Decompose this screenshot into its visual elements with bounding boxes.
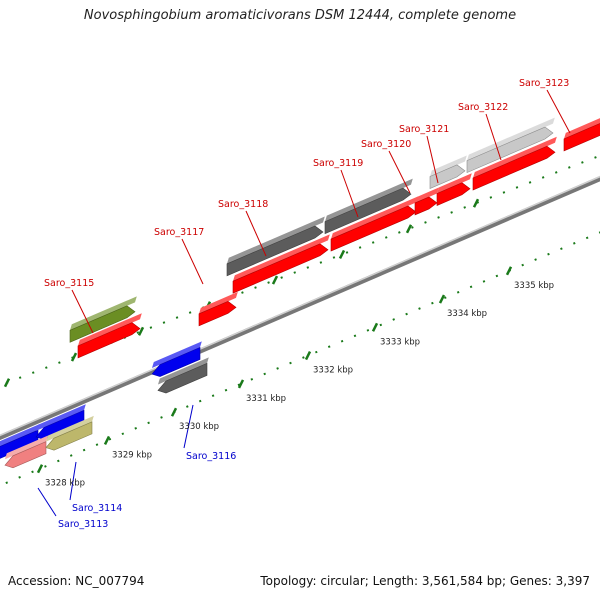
tick-label: 3331 kbp	[246, 394, 286, 404]
tick-label: 3328 kbp	[45, 479, 85, 489]
gene-feature-saro_3123[interactable]	[563, 113, 600, 152]
gene-feature-saro_3115[interactable]	[77, 313, 142, 359]
tick-mark-lower	[505, 266, 513, 276]
tick-label: 3334 kbp	[447, 309, 487, 319]
tick-label: 3333 kbp	[380, 337, 420, 347]
tick-mark-lower	[103, 435, 111, 445]
gene-feature-saro_3114[interactable]	[45, 415, 94, 451]
gene-label-saro_3122[interactable]: Saro_3122	[458, 102, 508, 113]
tick-label: 3335 kbp	[514, 281, 554, 291]
gene-leader-line	[340, 169, 359, 218]
gene-feature-saro_3116[interactable]	[151, 341, 202, 377]
gene-feature-saro_3122[interactable]	[472, 136, 557, 191]
tick-mark-lower	[371, 322, 379, 332]
tick-label: 3329 kbp	[112, 450, 152, 460]
tick-label: 3332 kbp	[313, 366, 353, 376]
gene-leader-line	[69, 461, 77, 501]
gene-leader-line	[183, 404, 194, 449]
gene-leader-line	[426, 135, 439, 184]
gene-feature-saro_3119[interactable]	[324, 178, 413, 235]
gene-label-saro_3113[interactable]: Saro_3113	[58, 519, 108, 530]
gene-leader-line	[388, 150, 411, 194]
genome-summary: Topology: circular; Length: 3,561,584 bp…	[260, 574, 590, 588]
gene-feature-saro_3115[interactable]	[69, 296, 137, 343]
gene-feature-saro_3116[interactable]	[157, 357, 209, 394]
gene-feature-saro_3122[interactable]	[466, 117, 555, 174]
tick-label: 3330 kbp	[179, 422, 219, 432]
tick-mark-upper	[271, 275, 279, 285]
gene-feature-saro_3119[interactable]	[330, 196, 418, 252]
tick-mark-upper	[137, 326, 145, 336]
gene-label-saro_3119[interactable]: Saro_3119	[313, 158, 363, 169]
gene-leader-line	[71, 289, 94, 334]
tick-mark-lower	[170, 407, 178, 417]
tick-mark-lower	[438, 294, 446, 304]
tick-mark-upper	[70, 352, 78, 362]
gene-label-saro_3115[interactable]: Saro_3115	[44, 278, 94, 289]
gene-label-saro_3116[interactable]: Saro_3116	[186, 451, 236, 462]
tick-mark-upper	[338, 249, 346, 259]
gene-label-saro_3114[interactable]: Saro_3114	[72, 503, 122, 514]
gene-label-saro_3121[interactable]: Saro_3121	[399, 124, 449, 135]
gene-label-saro_3123[interactable]: Saro_3123	[519, 78, 569, 89]
gene-leader-line	[546, 89, 571, 134]
tick-mark-upper	[3, 378, 11, 388]
gene-leader-line	[181, 238, 204, 285]
accession-label: Accession: NC_007794	[8, 574, 145, 588]
genome-title: Novosphingobium aromaticivorans DSM 1244…	[83, 8, 517, 23]
gene-label-saro_3120[interactable]: Saro_3120	[361, 139, 411, 150]
tick-mark-lower	[36, 464, 44, 474]
gene-feature-saro_3118[interactable]	[226, 216, 325, 277]
tick-mark-lower	[237, 379, 245, 389]
gene-feature-saro_3118[interactable]	[232, 234, 330, 294]
genome-backbone-highlight	[0, 175, 600, 437]
lower-major-ticks	[36, 266, 513, 474]
gene-leader-line	[245, 210, 267, 257]
tick-mark-lower	[304, 351, 312, 361]
gene-label-saro_3117[interactable]: Saro_3117	[154, 227, 204, 238]
genome-backbone	[0, 175, 600, 441]
tick-mark-upper	[405, 224, 413, 234]
tick-mark-upper	[472, 198, 480, 208]
gene-feature-saro_3121[interactable]	[436, 173, 472, 206]
gene-leader-line	[485, 113, 502, 161]
gene-feature-saro_3120[interactable]	[414, 187, 439, 216]
gene-feature-saro_3117[interactable]	[198, 291, 238, 327]
gene-feature-saro_3121[interactable]	[429, 155, 467, 189]
gene-leader-line	[37, 487, 57, 517]
gene-label-saro_3118[interactable]: Saro_3118	[218, 199, 268, 210]
